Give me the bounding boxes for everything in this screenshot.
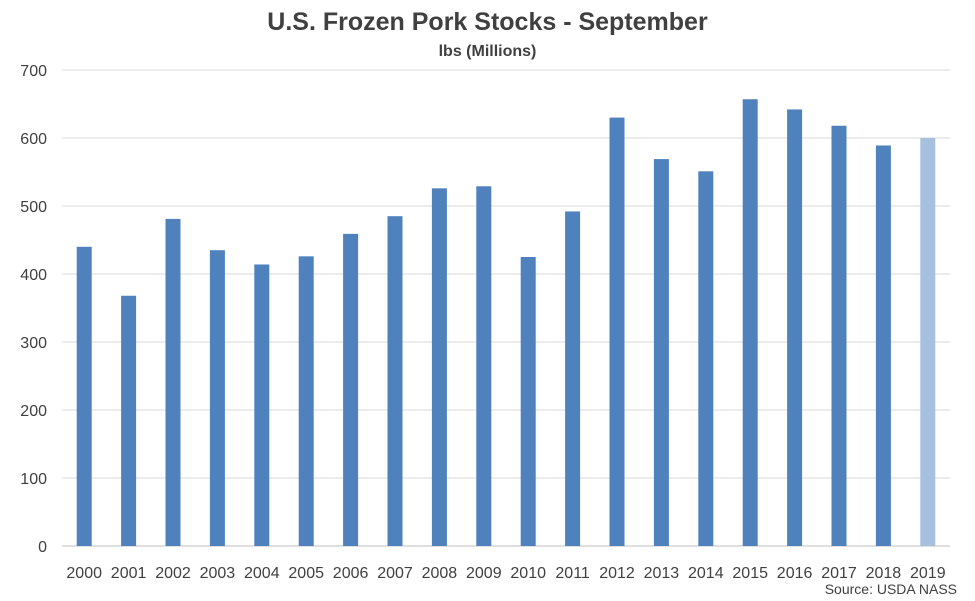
bar-2010 [520,257,536,546]
bar-2016 [787,109,803,546]
bar-2006 [343,233,359,546]
y-tick-label-600: 600 [20,131,47,148]
x-tick-label-2015: 2015 [732,565,768,582]
x-tick-label-2005: 2005 [288,565,324,582]
y-tick-label-100: 100 [20,471,47,488]
bar-2000 [76,246,92,547]
bar-2004 [254,264,270,546]
x-tick-label-2008: 2008 [422,565,458,582]
y-tick-label-0: 0 [38,539,47,556]
bar-2001 [121,295,137,546]
x-tick-label-2012: 2012 [599,565,635,582]
bar-2012 [609,117,625,546]
x-tick-label-2009: 2009 [466,565,502,582]
y-tick-label-400: 400 [20,267,47,284]
bar-2014 [698,171,714,546]
x-tick-label-2014: 2014 [688,565,724,582]
x-tick-label-2007: 2007 [377,565,413,582]
y-tick-label-200: 200 [20,403,47,420]
bar-2011 [565,211,581,546]
bar-2018 [875,145,891,547]
x-tick-label-2011: 2011 [555,565,590,582]
bar-2008 [431,188,447,546]
bar-2017 [831,125,847,546]
y-tick-label-300: 300 [20,335,47,352]
x-tick-label-2002: 2002 [155,565,191,582]
bar-2003 [209,250,225,546]
chart-subtitle: lbs (Millions) [438,43,537,60]
x-tick-label-2003: 2003 [200,565,236,582]
x-tick-label-2018: 2018 [866,565,902,582]
bar-2009 [476,186,492,546]
x-tick-label-2000: 2000 [66,565,102,582]
y-tick-label-500: 500 [20,199,47,216]
bar-2005 [298,256,314,546]
source-note: Source: USDA NASS [824,581,957,597]
bar-2013 [653,159,669,546]
y-tick-label-700: 700 [20,63,47,80]
bar-2019 [920,138,936,546]
bar-2015 [742,99,758,547]
x-tick-label-2019: 2019 [910,565,946,582]
x-tick-label-2001: 2001 [111,565,147,582]
x-tick-label-2017: 2017 [821,565,857,582]
x-tick-label-2004: 2004 [244,565,280,582]
x-tick-label-2010: 2010 [510,565,546,582]
x-tick-label-2016: 2016 [777,565,813,582]
x-tick-label-2006: 2006 [333,565,369,582]
bar-2002 [165,218,181,547]
x-tick-label-2013: 2013 [644,565,680,582]
chart-title: U.S. Frozen Pork Stocks - September [267,8,708,36]
bar-2007 [387,216,403,546]
